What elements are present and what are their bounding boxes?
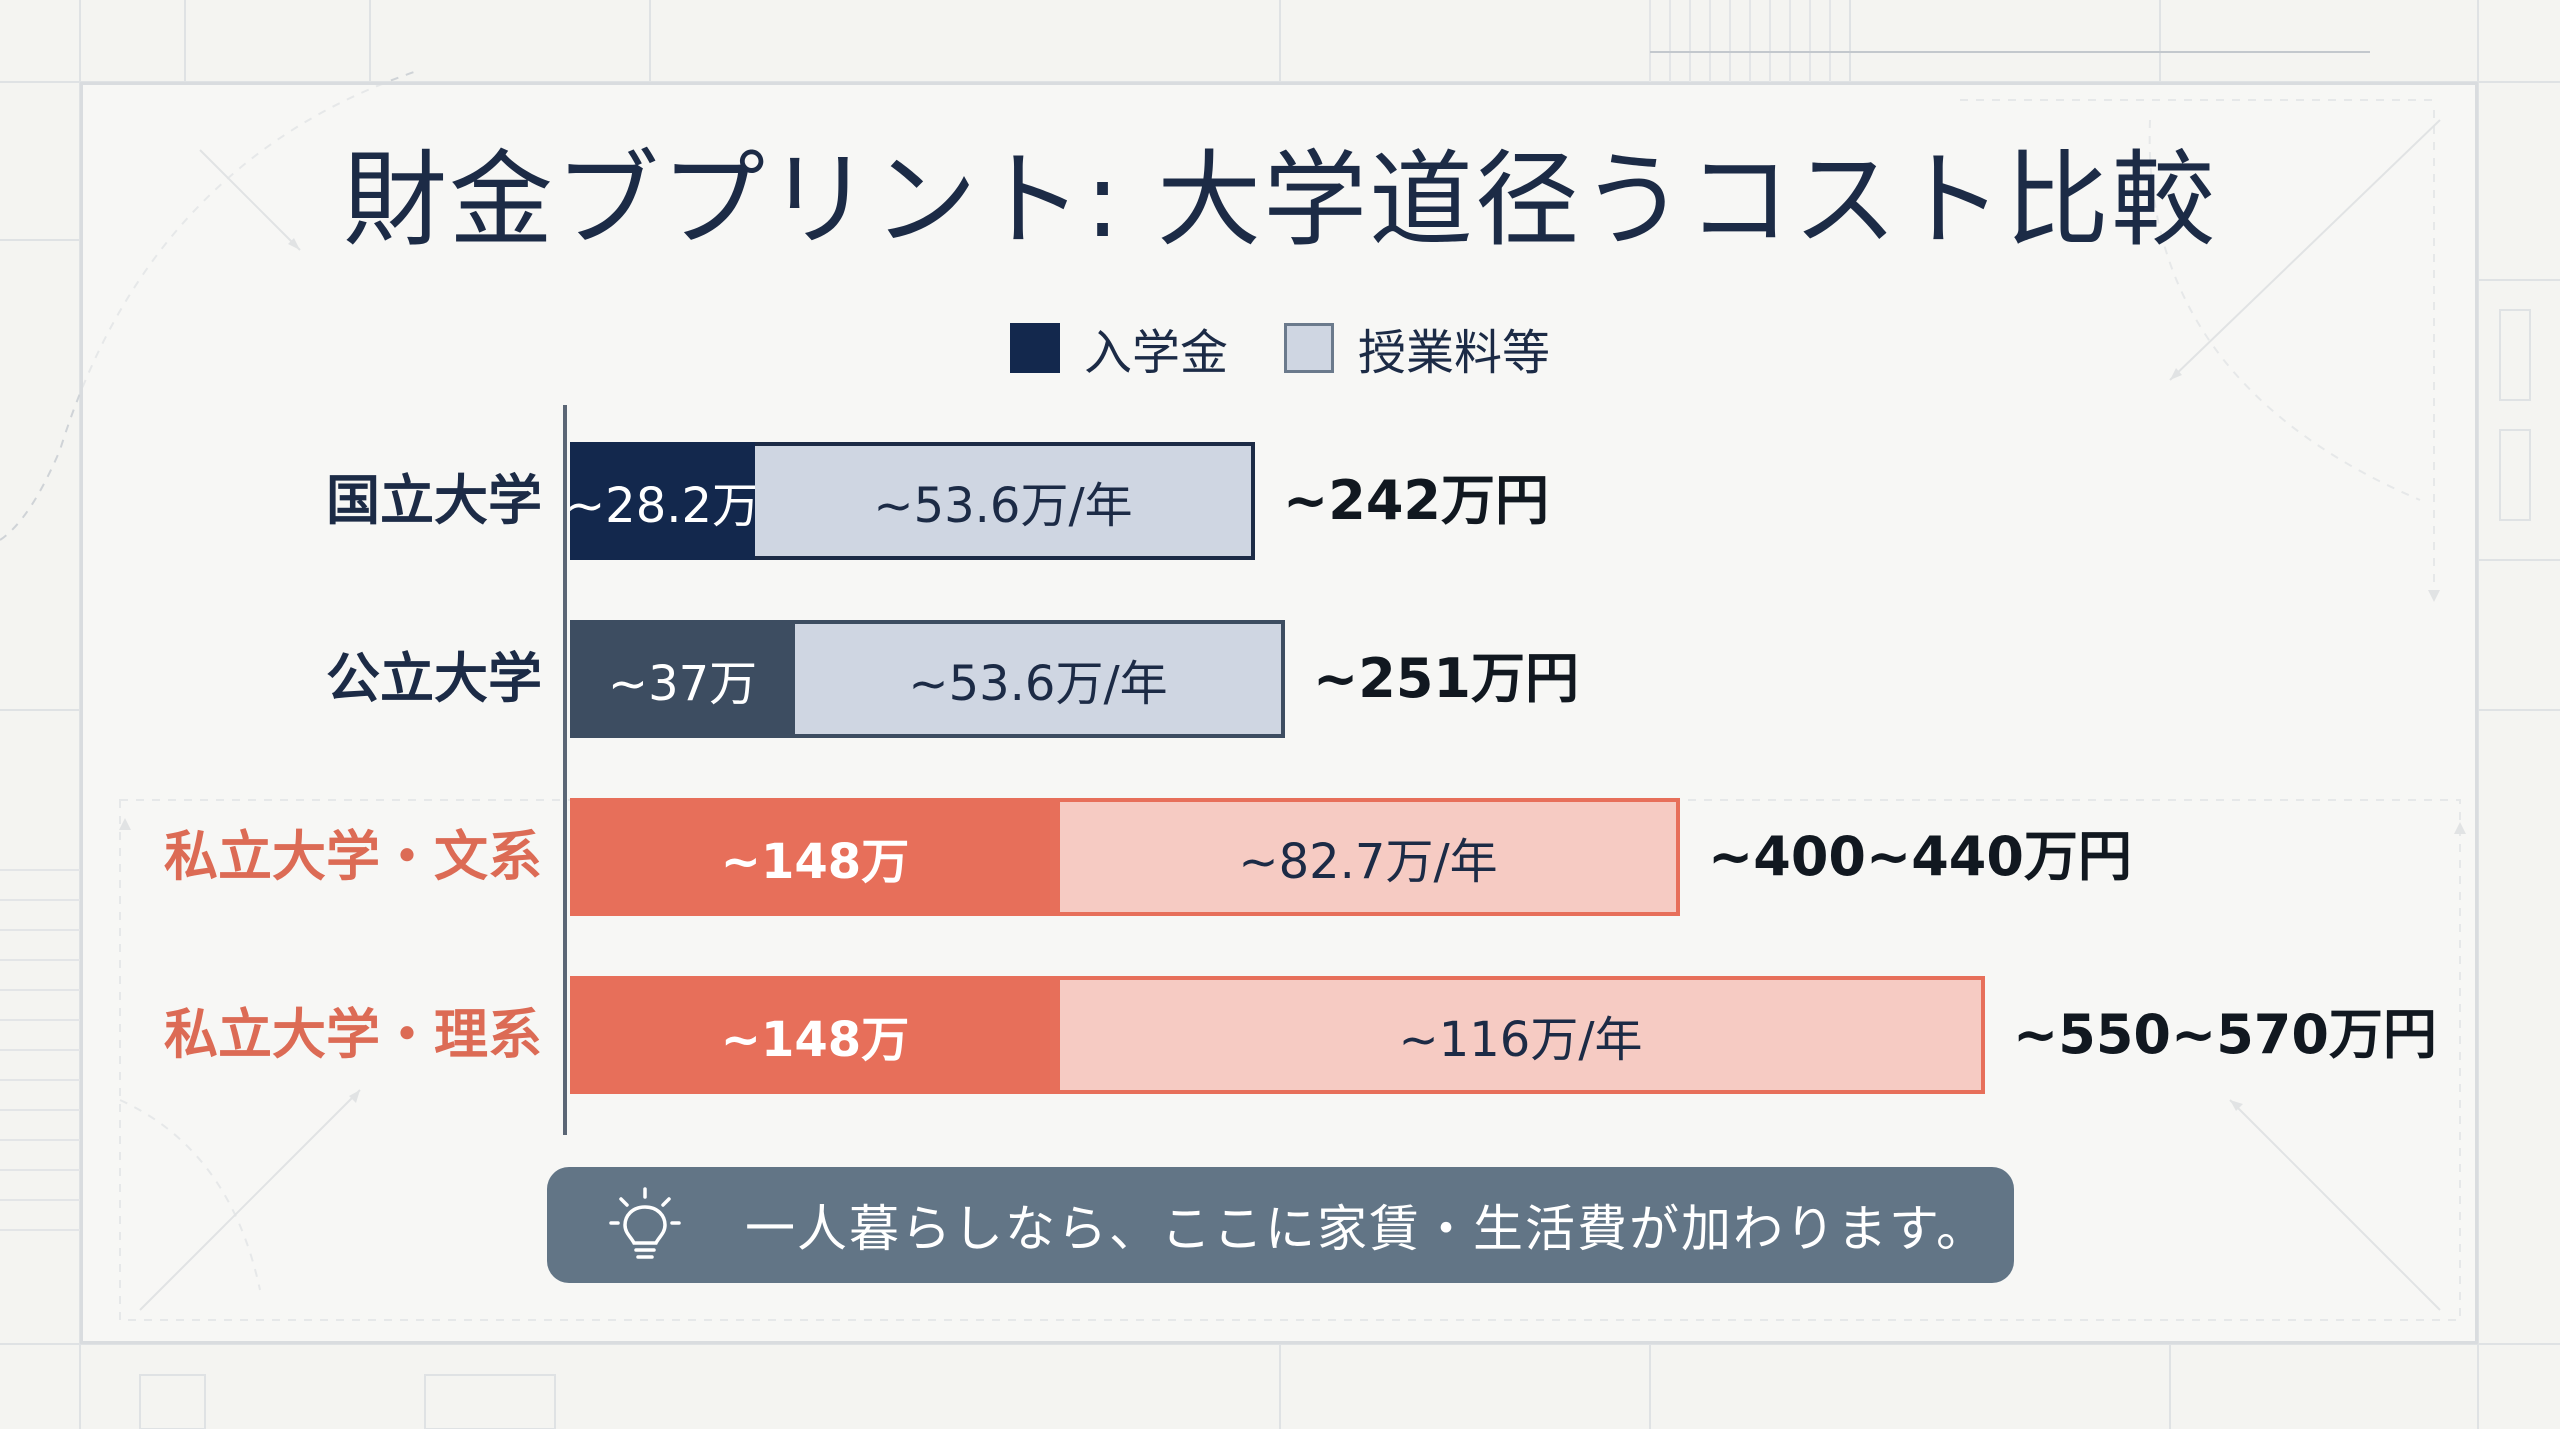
legend-label-entrance-fee: 入学金 <box>1083 325 1228 381</box>
chart-title: 財金ブプリント: 大学道径うコスト比較 <box>342 139 2218 261</box>
bar-segment-entrance-fee: ~148万 <box>570 976 1060 1094</box>
category-label: 私立大学・理系 <box>164 1003 542 1066</box>
bar-segment-tuition: ~82.7万/年 <box>1060 798 1680 916</box>
legend-item-tuition: 授業料等 <box>1284 313 1550 383</box>
category-axis-line <box>563 405 567 1135</box>
category-label: 公立大学 <box>326 647 542 710</box>
lightbulb-icon <box>609 1187 681 1259</box>
legend-item-entrance-fee: 入学金 <box>1009 313 1228 383</box>
category-label: 私立大学・文系 <box>164 825 542 888</box>
legend-swatch-tuition <box>1284 323 1334 373</box>
total-label: ~550~570万円 <box>2013 1003 2437 1066</box>
bar-segment-entrance-fee: ~148万 <box>570 798 1060 916</box>
bar-segment-tuition: ~53.6万/年 <box>755 442 1255 560</box>
category-label: 国立大学 <box>326 469 542 532</box>
bar-segment-entrance-fee: ~37万 <box>570 620 795 738</box>
bar-segment-entrance-fee: ~28.2万 <box>565 442 760 560</box>
legend-swatch-entrance-fee <box>1009 323 1060 373</box>
total-label: ~242万円 <box>1283 469 1549 532</box>
note-banner: 一人暮らしなら、ここに家賃・生活費が加わります。 <box>547 1167 2014 1283</box>
legend: 入学金 授業料等 <box>0 318 2560 381</box>
bar-segment-tuition: ~116万/年 <box>1060 976 1985 1094</box>
bar-segment-tuition: ~53.6万/年 <box>795 620 1285 738</box>
total-label: ~251万円 <box>1313 647 1579 710</box>
legend-label-tuition: 授業料等 <box>1358 325 1551 381</box>
note-text: 一人暮らしなら、ここに家賃・生活費が加わります。 <box>745 1200 1988 1258</box>
total-label: ~400~440万円 <box>1708 825 2132 888</box>
